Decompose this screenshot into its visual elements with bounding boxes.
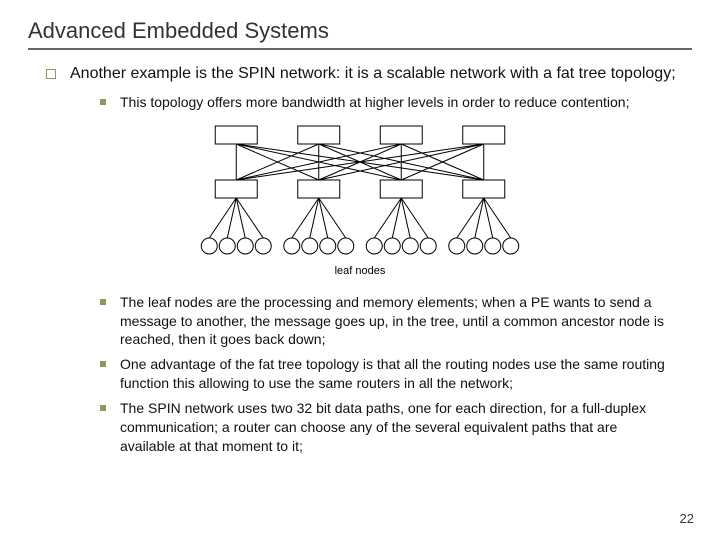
square-hollow-icon [46, 69, 56, 79]
page-title: Advanced Embedded Systems [28, 18, 692, 44]
bullet-item: The SPIN network uses two 32 bit data pa… [100, 399, 672, 456]
square-solid-icon [100, 99, 106, 105]
bullet-text: The leaf nodes are the processing and me… [120, 293, 672, 350]
intro-text: Another example is the SPIN network: it … [70, 64, 676, 85]
square-solid-icon [100, 405, 106, 411]
intro-item: Another example is the SPIN network: it … [46, 64, 682, 85]
bullet-item: This topology offers more bandwidth at h… [100, 93, 672, 112]
title-rule [28, 48, 692, 50]
bullet-text: This topology offers more bandwidth at h… [120, 93, 629, 112]
square-solid-icon [100, 299, 106, 305]
bullet-text: One advantage of the fat tree topology i… [120, 355, 672, 393]
fat-tree-diagram: leaf nodes [28, 118, 692, 283]
bullet-item: One advantage of the fat tree topology i… [100, 355, 672, 393]
page-number: 22 [680, 511, 694, 526]
square-solid-icon [100, 361, 106, 367]
bullet-item: The leaf nodes are the processing and me… [100, 293, 672, 350]
svg-text:leaf nodes: leaf nodes [335, 265, 386, 277]
bullet-text: The SPIN network uses two 32 bit data pa… [120, 399, 672, 456]
